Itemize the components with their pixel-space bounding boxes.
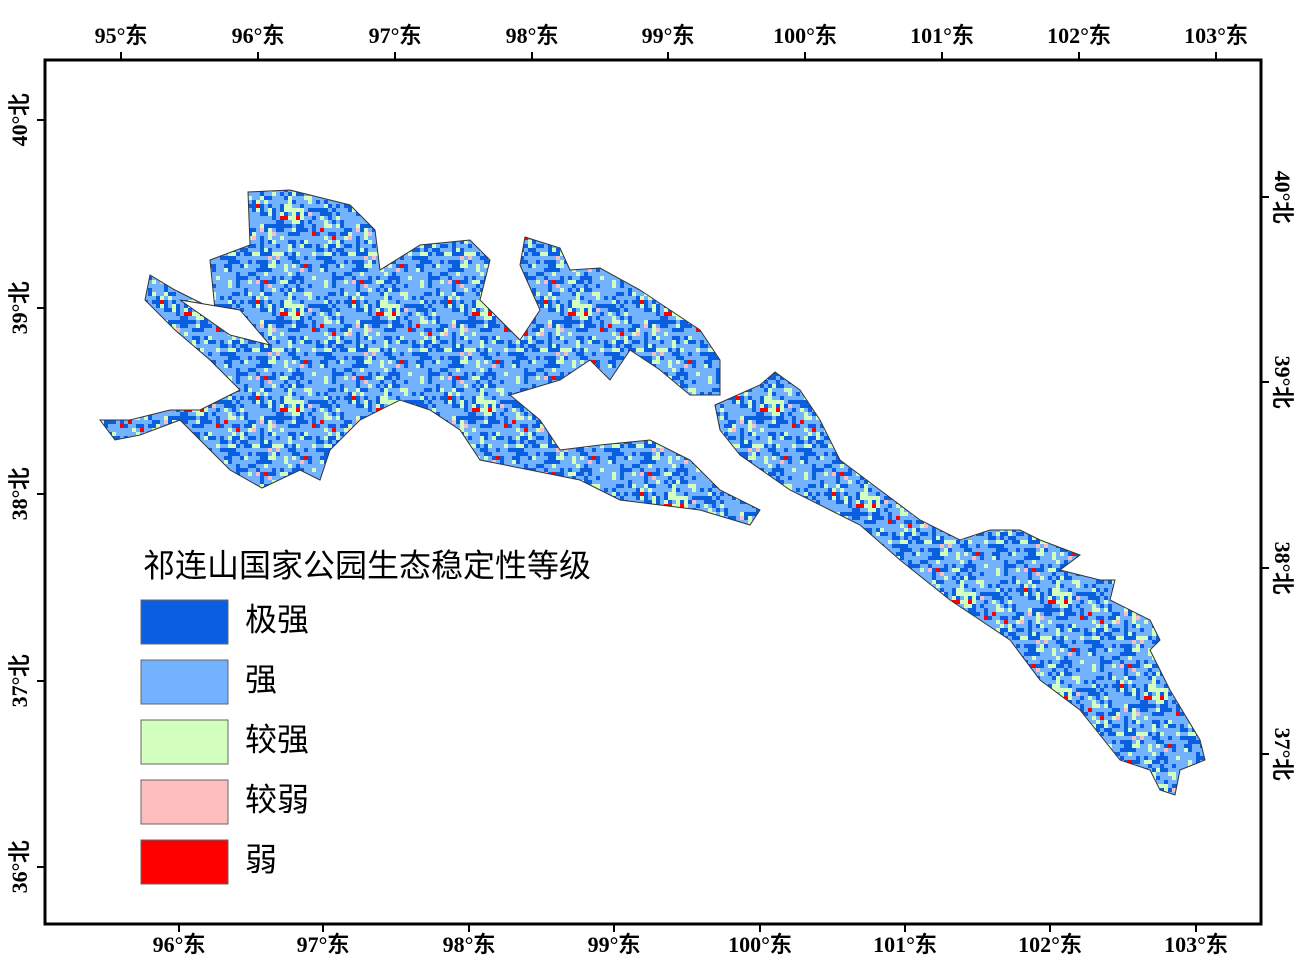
- legend-swatch: [140, 599, 229, 645]
- legend-swatch: [140, 779, 229, 825]
- legend-swatch: [140, 719, 229, 765]
- right-tick-label: 37°北: [1270, 728, 1295, 781]
- bottom-tick-label: 100°东: [728, 932, 792, 957]
- legend-label: 较弱: [245, 781, 309, 817]
- left-tick-label: 39°北: [7, 282, 32, 335]
- top-tick-label: 100°东: [773, 23, 837, 48]
- left-tick-label: 38°北: [7, 468, 32, 521]
- right-tick-label: 39°北: [1270, 356, 1295, 409]
- top-tick-label: 99°东: [642, 23, 695, 48]
- bottom-tick-label: 99°东: [588, 932, 641, 957]
- bottom-tick-label: 101°东: [873, 932, 937, 957]
- legend-swatch: [140, 839, 229, 885]
- top-tick-label: 98°东: [506, 23, 559, 48]
- top-tick-label: 95°东: [95, 23, 148, 48]
- left-tick-label: 37°北: [7, 655, 32, 708]
- right-tick-label: 40°北: [1270, 171, 1295, 224]
- left-tick-label: 40°北: [7, 94, 32, 147]
- bottom-tick-label: 102°东: [1018, 932, 1082, 957]
- left-tick-label: 36°北: [7, 841, 32, 894]
- park-west: [99, 189, 761, 526]
- top-tick-label: 97°东: [369, 23, 422, 48]
- top-tick-label: 101°东: [910, 23, 974, 48]
- right-tick-label: 38°北: [1270, 542, 1295, 595]
- legend-swatch: [140, 659, 229, 705]
- park-gap: [179, 299, 272, 346]
- legend-label: 强: [245, 661, 277, 697]
- bottom-tick-label: 96°东: [153, 932, 206, 957]
- legend-label: 弱: [245, 841, 277, 877]
- park-east: [714, 371, 1206, 796]
- top-tick-label: 102°东: [1047, 23, 1111, 48]
- bottom-tick-label: 97°东: [297, 932, 350, 957]
- legend-label: 较强: [245, 721, 309, 757]
- bottom-tick-label: 98°东: [443, 932, 496, 957]
- legend-title: 祁连山国家公园生态稳定性等级: [143, 547, 591, 583]
- top-tick-label: 96°东: [232, 23, 285, 48]
- top-tick-label: 103°东: [1184, 23, 1248, 48]
- bottom-tick-label: 103°东: [1164, 932, 1228, 957]
- legend-label: 极强: [245, 601, 309, 637]
